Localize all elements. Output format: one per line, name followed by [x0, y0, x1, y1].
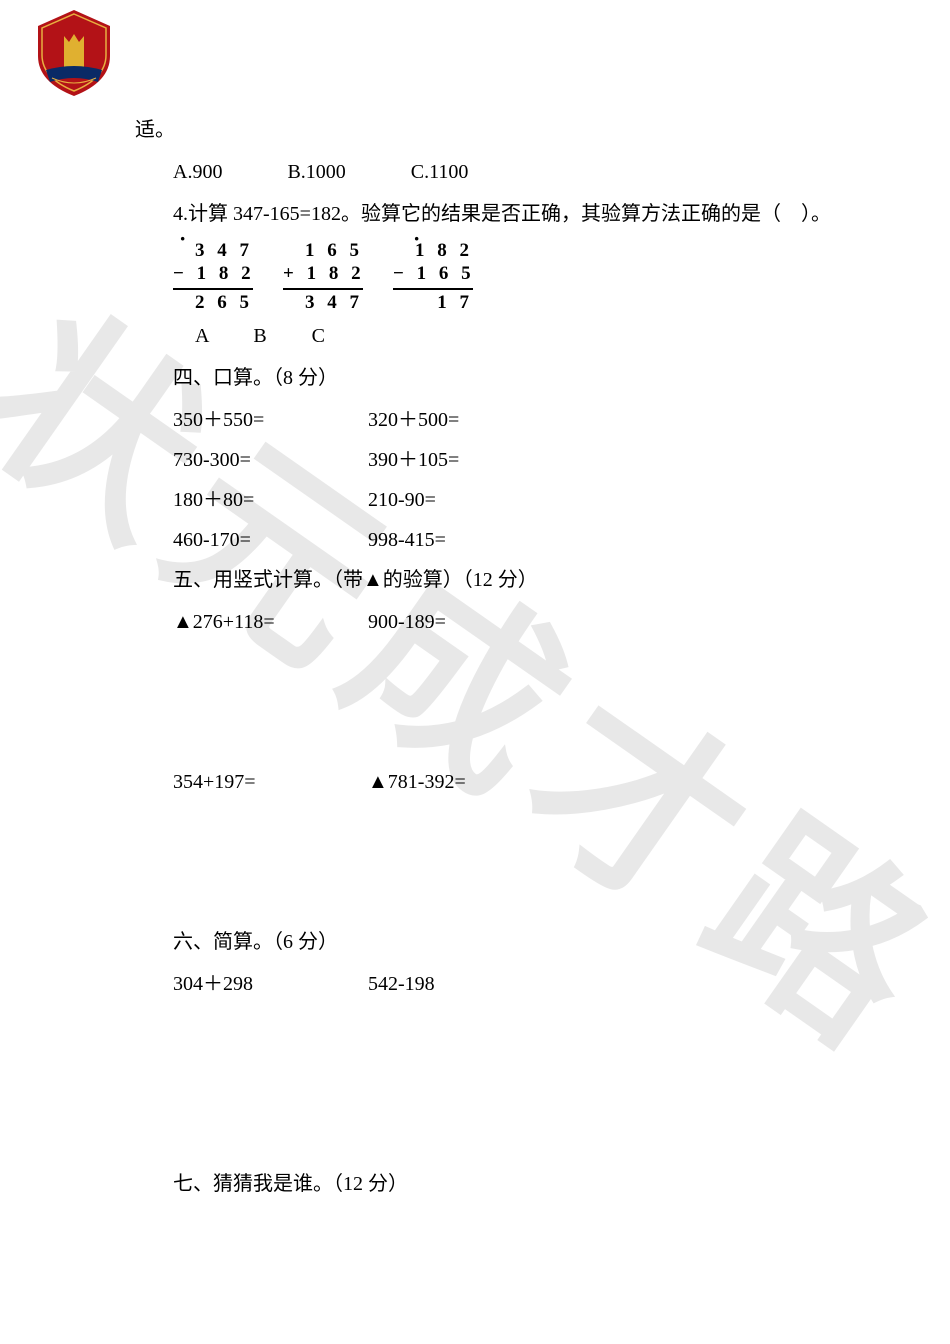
- oral-2b: 390＋105=: [368, 440, 628, 480]
- section4-title: 四、口算。（8 分）: [135, 358, 835, 398]
- oral-3a: 180＋80=: [173, 480, 368, 520]
- oral-1b: 320＋500=: [368, 400, 628, 440]
- section6-title: 六、简算。（6 分）: [135, 922, 835, 962]
- oral-1a: 350＋550=: [173, 400, 368, 440]
- vert-2a: 354+197=: [173, 762, 368, 802]
- vert-1b: 900-189=: [368, 602, 628, 642]
- choice-c: C.1100: [411, 152, 469, 192]
- section5-title: 五、用竖式计算。（带▲的验算）（12 分）: [135, 560, 835, 600]
- fragment-line: 适。: [135, 110, 835, 150]
- choice-a: A.900: [173, 152, 222, 192]
- choice-b: B.1000: [287, 152, 345, 192]
- abc-labels: A B C: [135, 316, 835, 356]
- simp-b: 542-198: [368, 964, 628, 1004]
- q4-text: 4.计算 347-165=182。验算它的结果是否正确，其验算方法正确的是（ ）…: [135, 194, 835, 234]
- oral-3b: 210-90=: [368, 480, 628, 520]
- logo-badge: [34, 8, 114, 98]
- vert-1a: ▲276+118=: [173, 602, 368, 642]
- calc-b: 1 6 5 + 1 8 2 3 4 7: [283, 240, 363, 314]
- calc-row: 3 4 7 − 1 8 2 2 6 5 1 6 5 + 1 8 2 3 4 7 …: [135, 240, 835, 314]
- oral-4a: 460-170=: [173, 520, 368, 560]
- calc-a: 3 4 7 − 1 8 2 2 6 5: [173, 240, 253, 314]
- oral-4b: 998-415=: [368, 520, 628, 560]
- oral-2a: 730-300=: [173, 440, 368, 480]
- calc-c: 1 8 2 − 1 6 5 1 7: [393, 240, 473, 314]
- vert-2b: ▲781-392=: [368, 762, 628, 802]
- section7-title: 七、猜猜我是谁。（12 分）: [135, 1164, 835, 1204]
- simp-a: 304＋298: [173, 964, 368, 1004]
- page-content: 适。 A.900 B.1000 C.1100 4.计算 347-165=182。…: [135, 110, 835, 1206]
- q3-choices: A.900 B.1000 C.1100: [135, 152, 835, 192]
